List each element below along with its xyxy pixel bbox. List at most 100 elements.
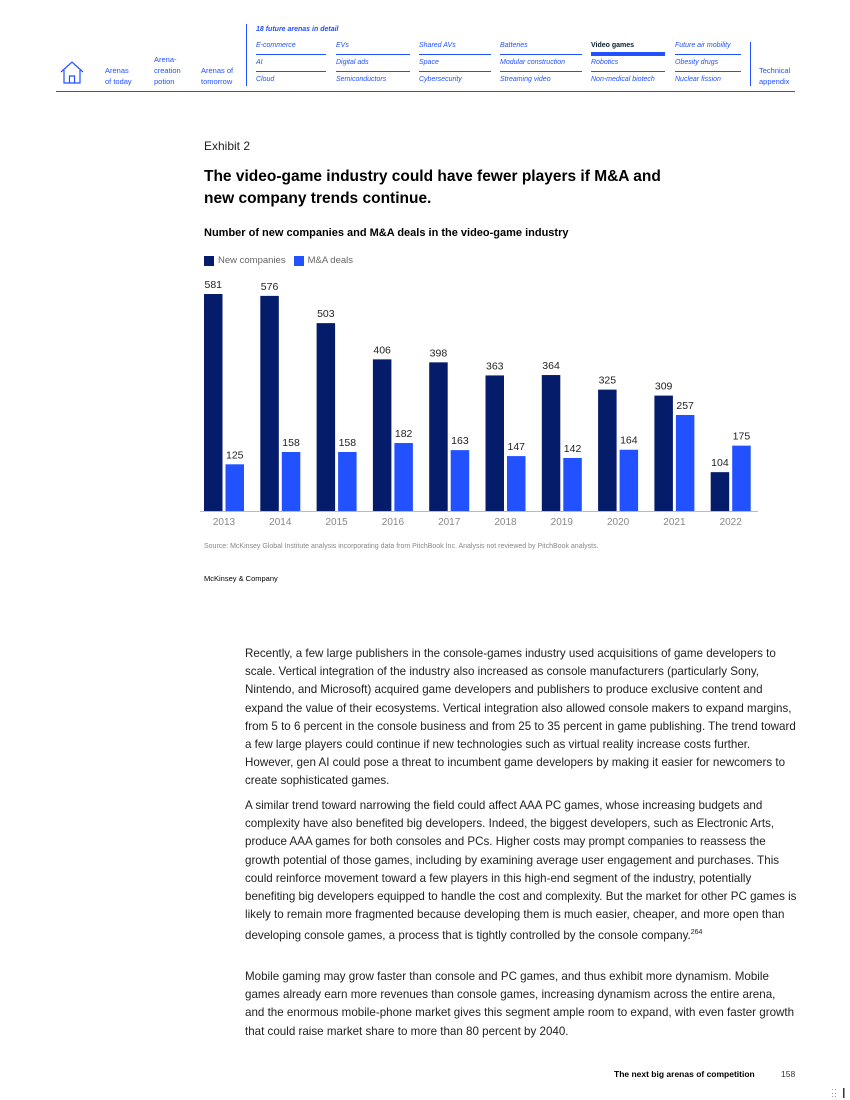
legend-item-ma-deals: M&A deals — [293, 255, 354, 266]
arena-link-robotics[interactable]: Robotics — [591, 59, 619, 66]
body-paragraph-1: Recently, a few large publishers in the … — [245, 647, 796, 788]
arena-link-future-air-mobility[interactable]: Future air mobility — [675, 42, 731, 49]
arena-link-cloud[interactable]: Cloud — [256, 76, 275, 83]
arena-separator — [500, 54, 582, 55]
bar-m-a-deals-2022 — [732, 445, 751, 511]
bar-m-a-deals-2021 — [675, 415, 695, 511]
bar-m-a-deals-2020 — [619, 449, 639, 511]
bar-chart: 581 125 2013 576 158 2014 503 158 2015 406 182 2016… — [200, 279, 758, 528]
arena-separator — [419, 71, 491, 72]
nav-bottom-rule — [56, 91, 795, 92]
arena-link-streaming-video[interactable]: Streaming video — [500, 76, 551, 83]
nav-arenas-of-tomorrow-line1: Arenas of — [201, 66, 234, 75]
bar-new-companies-2013 — [204, 294, 223, 511]
nav-arena-creation-line3: potion — [154, 77, 175, 86]
arena-link-semiconductors[interactable]: Semiconductors — [336, 76, 387, 83]
nav-technical-appendix-line1: Technical — [759, 66, 791, 75]
page-corner-mark — [832, 1088, 845, 1098]
arena-link-e-commerce[interactable]: E-commerce — [256, 42, 296, 49]
bar-new-companies-2019 — [541, 375, 561, 511]
bar-new-companies-2018 — [485, 375, 504, 511]
data-label-m-a-deals-2022: 175 — [733, 431, 751, 443]
data-label-new-companies-2015: 503 — [317, 308, 335, 320]
arena-separator — [336, 71, 410, 72]
arena-link-nuclear-fission[interactable]: Nuclear fission — [675, 76, 721, 83]
data-label-m-a-deals-2015: 158 — [339, 437, 357, 449]
nav-arenas-of-tomorrow[interactable]: Arenas of tomorrow — [201, 65, 233, 87]
bar-m-a-deals-2013 — [225, 464, 244, 511]
chart-source-note: Source: McKinsey Global Institute analys… — [204, 543, 599, 550]
chart-legend: New companies M&A deals — [204, 255, 361, 266]
bar-new-companies-2016 — [372, 359, 392, 511]
x-tick-label-2016: 2016 — [382, 517, 405, 528]
arena-link-video-games[interactable]: Video games — [591, 42, 635, 49]
data-label-m-a-deals-2014: 158 — [282, 437, 300, 449]
arena-separator — [591, 71, 665, 72]
arena-link-space[interactable]: Space — [419, 59, 439, 66]
nav-divider-right — [750, 42, 751, 86]
arena-link-non-medical-biotech[interactable]: Non-medical biotech — [591, 76, 655, 83]
arena-link-batteries[interactable]: Batteries — [500, 42, 528, 49]
arena-separator — [256, 71, 326, 72]
chart-subtitle: Number of new companies and M&A deals in… — [204, 227, 569, 239]
arena-link-obesity-drugs[interactable]: Obesity drugs — [675, 59, 719, 66]
x-tick-label-2018: 2018 — [494, 517, 517, 528]
x-tick-label-2020: 2020 — [607, 517, 630, 528]
nav-arenas-of-today-line2: of today — [105, 77, 132, 86]
exhibit-title: The video-game industry could have fewer… — [204, 168, 661, 207]
home-button[interactable] — [58, 58, 86, 86]
arena-link-shared-avs[interactable]: Shared AVs — [419, 42, 456, 49]
x-tick-label-2014: 2014 — [269, 517, 292, 528]
nav-arena-creation-potion[interactable]: Arena- creation potion — [154, 54, 181, 87]
arena-separator — [336, 54, 410, 55]
nav-arenas-of-tomorrow-line2: tomorrow — [201, 77, 233, 86]
data-label-m-a-deals-2021: 257 — [676, 400, 694, 412]
data-label-new-companies-2017: 398 — [430, 347, 448, 359]
future-arenas-heading: 18 future arenas in detail — [256, 26, 339, 33]
legend-label-new-companies: New companies — [218, 255, 286, 266]
data-label-new-companies-2020: 325 — [599, 375, 617, 387]
data-label-new-companies-2013: 581 — [204, 279, 222, 291]
data-label-m-a-deals-2018: 147 — [507, 441, 525, 453]
legend-swatch-ma-deals — [293, 255, 304, 266]
data-label-new-companies-2021: 309 — [655, 381, 673, 393]
bar-m-a-deals-2016 — [394, 443, 413, 511]
bar-m-a-deals-2015 — [338, 451, 357, 511]
arena-link-cybersecurity[interactable]: Cybersecurity — [419, 76, 462, 83]
nav-arenas-of-today-line1: Arenas — [105, 66, 129, 75]
data-label-m-a-deals-2016: 182 — [395, 428, 413, 440]
nav-arena-creation-line1: Arena- — [154, 55, 177, 64]
arena-link-digital-ads[interactable]: Digital ads — [336, 59, 369, 66]
arena-separator — [419, 54, 491, 55]
legend-label-ma-deals: M&A deals — [307, 255, 354, 266]
top-navigation: Arenas of today Arena- creation potion A… — [0, 0, 850, 100]
data-label-m-a-deals-2019: 142 — [564, 443, 582, 455]
footnote-reference[interactable]: 264 — [690, 929, 703, 937]
arena-separator — [675, 71, 741, 72]
bar-m-a-deals-2014 — [281, 451, 301, 511]
body-paragraph-3: Mobile gaming may grow faster than conso… — [245, 970, 795, 1038]
bar-m-a-deals-2019 — [563, 457, 582, 511]
footer-page-number: 158 — [781, 1069, 796, 1079]
x-tick-label-2015: 2015 — [325, 517, 348, 528]
footer-report-title: The next big arenas of competition — [614, 1069, 755, 1079]
data-label-m-a-deals-2020: 164 — [620, 435, 638, 447]
x-tick-label-2021: 2021 — [663, 517, 686, 528]
nav-technical-appendix[interactable]: Technical appendix — [759, 65, 790, 87]
bar-m-a-deals-2017 — [450, 450, 470, 511]
x-tick-label-2017: 2017 — [438, 517, 461, 528]
arena-link-ai[interactable]: AI — [256, 59, 263, 66]
arena-separator — [675, 54, 741, 55]
nav-divider-left — [246, 24, 247, 86]
legend-swatch-new-companies — [204, 255, 214, 266]
arena-link-evs[interactable]: EVs — [336, 42, 349, 49]
data-label-m-a-deals-2013: 125 — [226, 449, 244, 461]
arena-active-indicator — [591, 52, 665, 56]
bar-new-companies-2017 — [429, 362, 448, 511]
nav-technical-appendix-line2: appendix — [759, 77, 790, 86]
arena-link-modular-construction[interactable]: Modular construction — [500, 59, 565, 66]
legend-item-new-companies: New companies — [204, 255, 286, 266]
nav-arenas-of-today[interactable]: Arenas of today — [105, 65, 132, 87]
bar-m-a-deals-2018 — [507, 456, 526, 511]
nav-arena-creation-line2: creation — [154, 66, 181, 75]
